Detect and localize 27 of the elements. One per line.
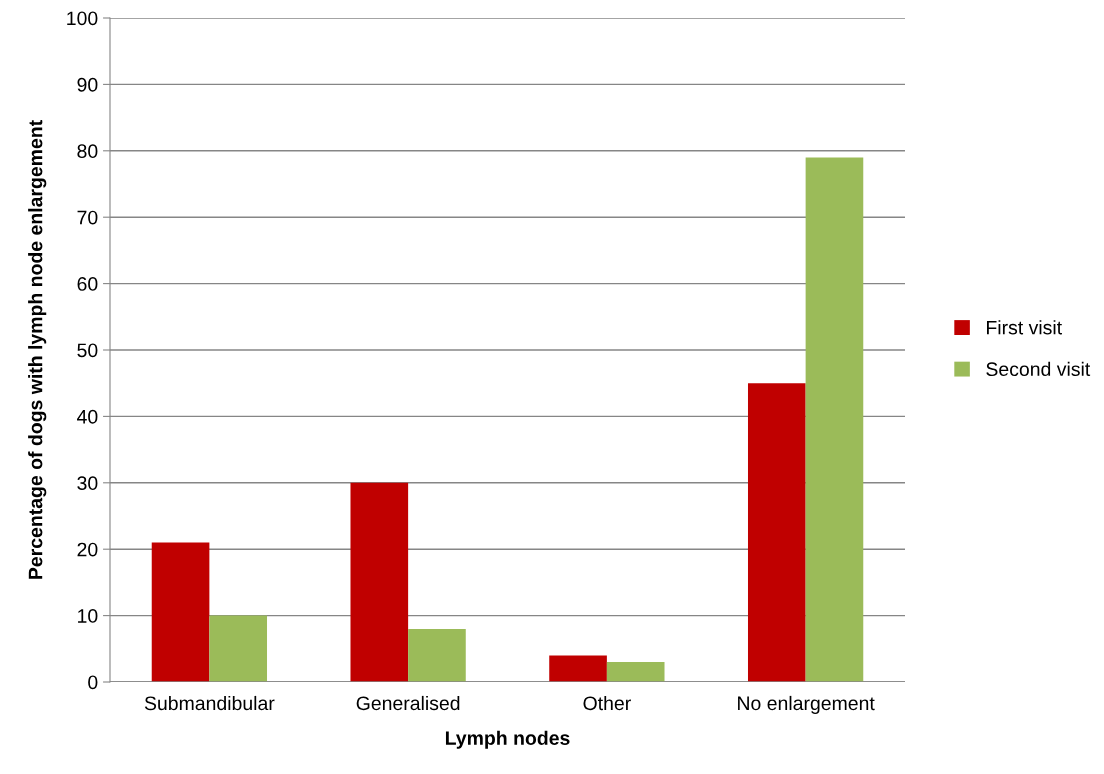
bar (151, 542, 210, 682)
bar (747, 383, 806, 682)
y-tick-label: 30 (77, 476, 98, 491)
legend-label: Second visit (986, 361, 1091, 377)
x-tick-label: Other (583, 695, 631, 711)
bar (805, 157, 864, 682)
y-tick-label: 40 (77, 409, 98, 424)
y-tick-label: 0 (88, 675, 98, 690)
bar (408, 628, 466, 682)
y-tick-label: 60 (77, 277, 98, 291)
bar (209, 615, 268, 682)
y-tick-label: 70 (77, 210, 98, 225)
y-tick-label: 20 (77, 542, 98, 557)
y-tick-label: 10 (78, 609, 98, 623)
y-tick-label: 90 (77, 77, 98, 92)
bar (549, 655, 607, 682)
bar (606, 662, 665, 682)
bar (350, 482, 409, 682)
x-axis-title: Lymph nodes (445, 730, 570, 749)
x-tick-label: Submandibular (144, 695, 275, 711)
y-tick-label: 80 (77, 144, 98, 159)
x-tick-label: No enlargement (738, 695, 875, 715)
y-tick-label: 100 (67, 11, 98, 26)
y-tick-label: 50 (77, 343, 98, 358)
legend-label: First visit (987, 320, 1062, 335)
x-tick-label: Generalised (356, 695, 460, 711)
y-axis-title: Percentage of dogs with lymph node enlargement (28, 120, 47, 579)
